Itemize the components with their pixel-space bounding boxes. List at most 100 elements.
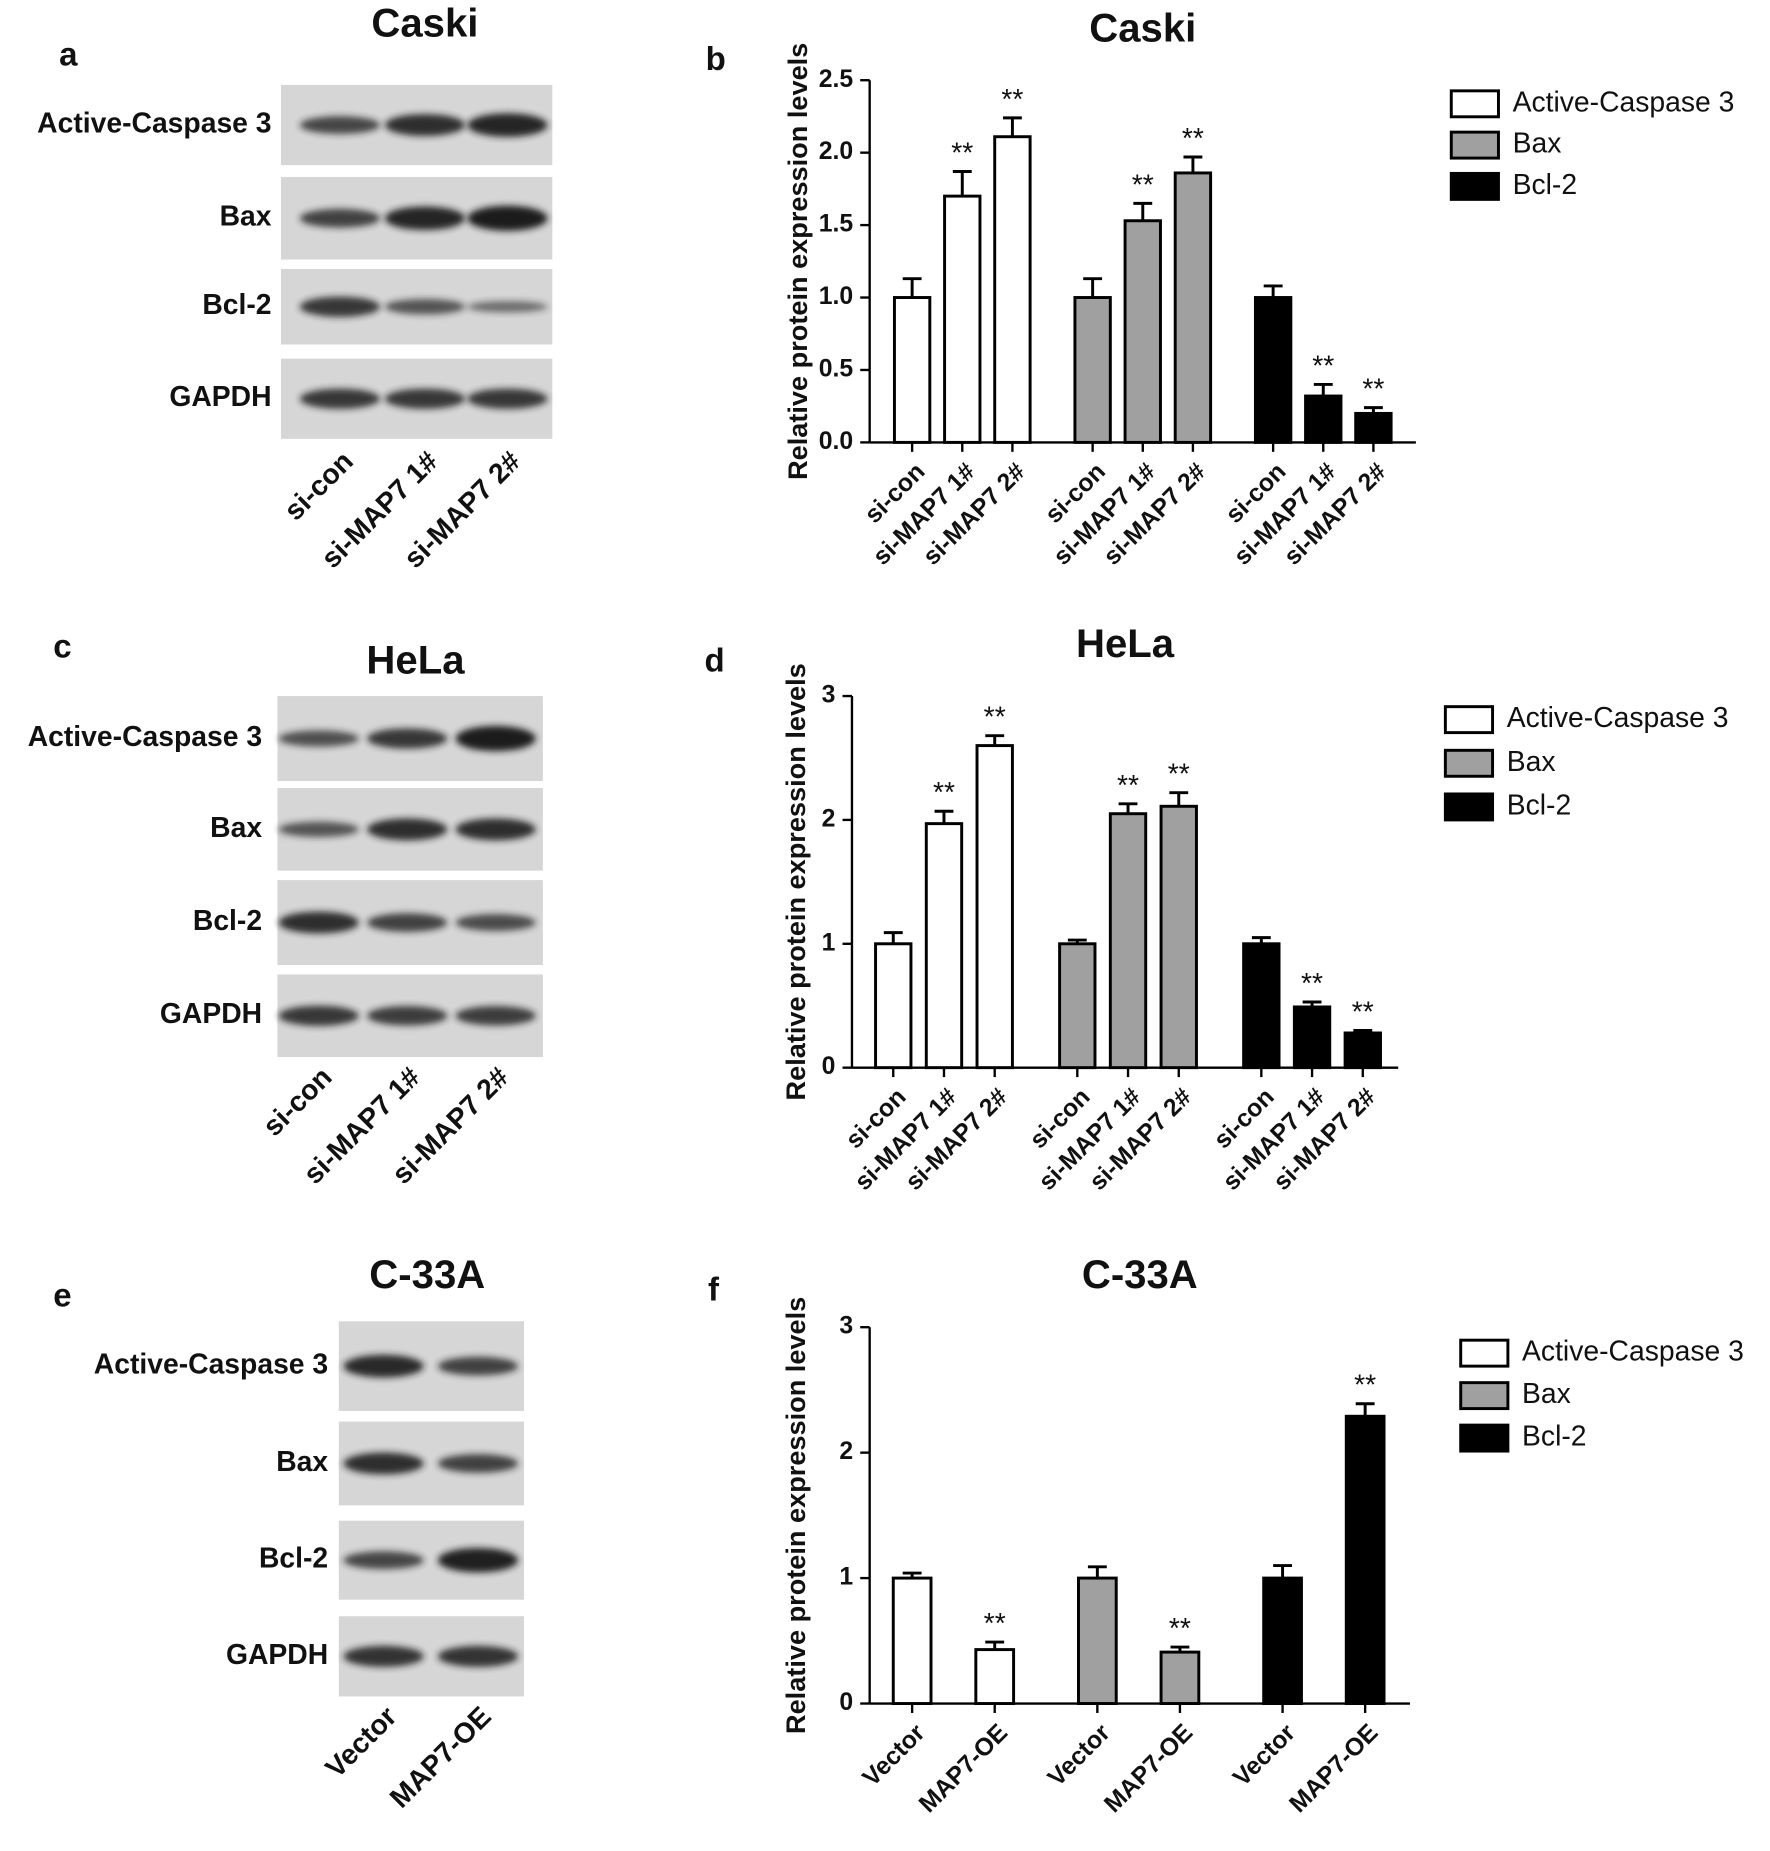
blot-row-label: Bax — [276, 1445, 328, 1477]
blot-band — [455, 818, 536, 841]
blot-band — [343, 1354, 424, 1378]
bar — [1292, 1005, 1332, 1070]
bar — [1077, 1576, 1118, 1706]
panel-letter: c — [53, 628, 71, 665]
blot-row-label: GAPDH — [169, 380, 271, 412]
y-tick-label: 0.5 — [819, 356, 854, 383]
blot-band — [437, 1645, 519, 1667]
legend-label: Active-Caspase 3 — [1507, 701, 1729, 733]
bar — [1242, 942, 1281, 1070]
blot-band — [299, 208, 381, 228]
legend-swatch — [1449, 89, 1500, 119]
blot-band — [455, 914, 536, 932]
blot-band — [278, 1005, 359, 1026]
blot-band — [384, 299, 466, 315]
blot-band — [367, 1006, 448, 1026]
significance-label: ** — [1168, 758, 1190, 790]
legend-swatch — [1459, 1338, 1510, 1368]
legend-label: Active-Caspase 3 — [1522, 1335, 1744, 1367]
blot-band — [437, 1454, 519, 1473]
chart-title: HeLa — [1076, 622, 1175, 666]
bar — [874, 942, 913, 1070]
y-axis-label: Relative protein expression levels — [782, 43, 813, 480]
lane-label: Vector — [319, 1700, 403, 1784]
significance-label: ** — [1117, 769, 1139, 801]
legend-label: Bax — [1522, 1377, 1571, 1409]
blot-band — [343, 1551, 424, 1570]
bar — [1343, 1031, 1382, 1070]
blot-row-label: Active-Caspase 3 — [94, 1348, 328, 1380]
y-tick-label: 2 — [839, 1438, 853, 1465]
significance-label: ** — [1132, 168, 1154, 200]
x-tick-label: Vector — [1228, 1719, 1301, 1792]
blot-row-label: GAPDH — [226, 1638, 328, 1670]
lane-label: MAP7-OE — [383, 1700, 497, 1814]
significance-label: ** — [1352, 995, 1374, 1027]
panel-letter: d — [705, 642, 725, 679]
blot-band — [384, 206, 466, 231]
y-axis-label: Relative protein expression levels — [780, 1297, 811, 1734]
blot-band — [437, 1356, 519, 1376]
blot-row-label: Bax — [210, 811, 262, 843]
bar — [975, 744, 1014, 1070]
blot-band — [467, 388, 548, 409]
significance-label: ** — [1354, 1369, 1376, 1401]
panel-letter: f — [708, 1271, 720, 1308]
bar — [1159, 1650, 1201, 1706]
bar — [1123, 219, 1162, 444]
blot-row-label: Bcl-2 — [193, 904, 262, 936]
panel-letter: e — [53, 1276, 71, 1313]
y-axis-label: Relative protein expression levels — [780, 663, 811, 1100]
legend-label: Bax — [1507, 745, 1556, 777]
blot-band — [367, 818, 448, 841]
chart-title: C-33A — [1082, 1253, 1198, 1297]
lane-label: si-con — [256, 1060, 338, 1142]
legend-label: Bcl-2 — [1522, 1420, 1586, 1452]
bar — [1073, 296, 1112, 444]
bar — [1159, 804, 1198, 1070]
legend-swatch — [1449, 130, 1500, 160]
blot-band — [367, 913, 448, 932]
y-tick-label: 0 — [839, 1689, 853, 1716]
blot-band — [455, 1006, 536, 1026]
blot-band — [437, 1547, 519, 1573]
blot-row-label: Bcl-2 — [259, 1542, 328, 1574]
blot-band — [343, 1645, 424, 1667]
blot-band — [384, 114, 466, 137]
panel-letter: a — [59, 35, 78, 72]
y-tick-label: 0 — [822, 1053, 836, 1080]
y-tick-label: 2.0 — [819, 138, 853, 165]
blot-row-label: Active-Caspase 3 — [28, 720, 262, 752]
legend-label: Bax — [1513, 127, 1562, 159]
blot-row-label: Active-Caspase 3 — [37, 107, 271, 139]
y-tick-label: 0.0 — [819, 428, 853, 455]
blot-band — [467, 301, 548, 313]
blot-row-label: GAPDH — [160, 997, 262, 1029]
blot-row-label: Bcl-2 — [202, 288, 271, 320]
blot-band — [343, 1452, 424, 1475]
bar — [1304, 394, 1343, 444]
blot-title: C-33A — [369, 1253, 485, 1297]
bar — [924, 822, 964, 1070]
bar — [1262, 1576, 1303, 1706]
significance-label: ** — [1182, 122, 1204, 154]
legend-swatch — [1459, 1381, 1510, 1411]
y-tick-label: 3 — [839, 1313, 853, 1340]
significance-label: ** — [1362, 373, 1384, 405]
y-tick-label: 1.5 — [819, 211, 854, 238]
y-tick-label: 1 — [839, 1564, 853, 1591]
y-tick-label: 3 — [822, 682, 836, 709]
bar — [1058, 942, 1097, 1070]
bar — [1354, 411, 1393, 444]
blot-title: HeLa — [366, 639, 465, 683]
significance-label: ** — [1312, 349, 1334, 381]
legend-label: Bcl-2 — [1513, 168, 1577, 200]
bar — [943, 194, 982, 444]
blot-band — [299, 296, 381, 317]
blot-band — [455, 725, 536, 752]
legend-label: Active-Caspase 3 — [1513, 85, 1735, 117]
bar — [1108, 812, 1148, 1070]
blot-band — [299, 116, 381, 134]
blot-band — [278, 730, 359, 747]
